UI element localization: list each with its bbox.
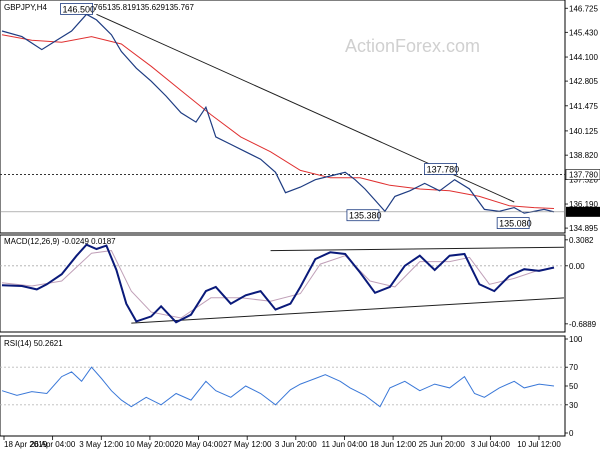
x-tick-label: 26 Apr 04:00: [30, 440, 76, 449]
annotation-box: [496, 217, 530, 229]
annotation-label: 146.500: [63, 4, 96, 14]
annotation-box: [424, 163, 457, 175]
price-line: [1, 13, 555, 214]
y-tick-label: 0.00: [569, 262, 585, 271]
level-label: 137.780: [569, 170, 598, 179]
level-label-box: [565, 169, 600, 180]
y-tick-label: 138.820: [569, 151, 598, 160]
x-tick-label: 11 Jun 04:00: [322, 440, 368, 449]
x-tick-label: 3 May 12:00: [79, 440, 124, 449]
x-tick-label: 10 May 20:00: [126, 440, 175, 449]
x-tick-label: 25 Jun 20:00: [419, 440, 466, 449]
x-tick-label: 18 Apr 2019: [4, 440, 48, 449]
y-tick-label: 146.725: [569, 4, 598, 13]
x-tick-label: 10 Jul 12:00: [517, 440, 561, 449]
x-tick-label: 18 Jun 12:00: [370, 440, 417, 449]
y-tick-label: -0.6889: [569, 320, 597, 329]
y-tick-label: 140.125: [569, 127, 598, 136]
annotation-box: [60, 3, 93, 15]
rsi-line: [1, 366, 555, 408]
macd-trendline: [270, 246, 564, 252]
y-tick-label: 30: [569, 401, 578, 410]
y-tick-label: 100: [569, 335, 583, 344]
y-tick-label: 134.895: [569, 224, 598, 233]
y-tick-label: 0: [569, 429, 574, 438]
y-tick-label: 137.520: [569, 175, 598, 184]
annotation-box: [346, 209, 380, 222]
rsi-title: RSI(14) 50.2621: [4, 339, 63, 348]
axis-layer: 146.725 145.430 144.100 142.805 141.475 140.1…: [3, 4, 600, 449]
annotation-label: 137.780: [427, 164, 460, 174]
x-tick-label: 3 Jun 20:00: [275, 440, 317, 449]
macd-series-layer: [0, 243, 565, 324]
y-tick-label: 141.475: [569, 102, 598, 111]
annotation-label: 135.380: [349, 211, 382, 221]
y-tick-label: 136.190: [569, 200, 598, 209]
y-tick-label: 144.100: [569, 53, 598, 62]
macd-panel: [0, 234, 566, 333]
y-tick-label: 50: [569, 382, 578, 391]
x-tick-label: 3 Jul 04:00: [471, 440, 511, 449]
y-tick-label: 145.430: [569, 28, 598, 37]
watermark: ActionForex.com: [345, 36, 480, 56]
x-tick-label: 27 May 12:00: [223, 440, 272, 449]
x-tick-label: 20 May 04:00: [174, 440, 223, 449]
price-panel: [0, 0, 566, 234]
y-tick-label: 142.805: [569, 77, 598, 86]
price-header-value: 135.767: [165, 3, 194, 12]
annotation-label: 135.080: [499, 219, 532, 229]
y-tick-label: 70: [569, 363, 578, 372]
price-header-value: 135.819: [107, 3, 136, 12]
y-tick-label: 0.3082: [569, 236, 594, 245]
macd-signal-line: [1, 250, 555, 319]
price-title: GBPJPY,H4: [4, 3, 48, 12]
price-header-value: 135.629: [136, 3, 165, 12]
current-price-box: [566, 206, 600, 217]
rsi-panel: [0, 335, 566, 437]
macd-line: [1, 243, 555, 324]
macd-title: MACD(12,26,9) -0.0249 0.0187: [4, 237, 116, 246]
price-series-layer: 146.500 135.380 137.780 135.080: [0, 3, 565, 229]
rsi-series-layer: [0, 366, 565, 408]
current-price-label: 135.767: [569, 208, 598, 217]
macd-trendline: [131, 297, 565, 324]
